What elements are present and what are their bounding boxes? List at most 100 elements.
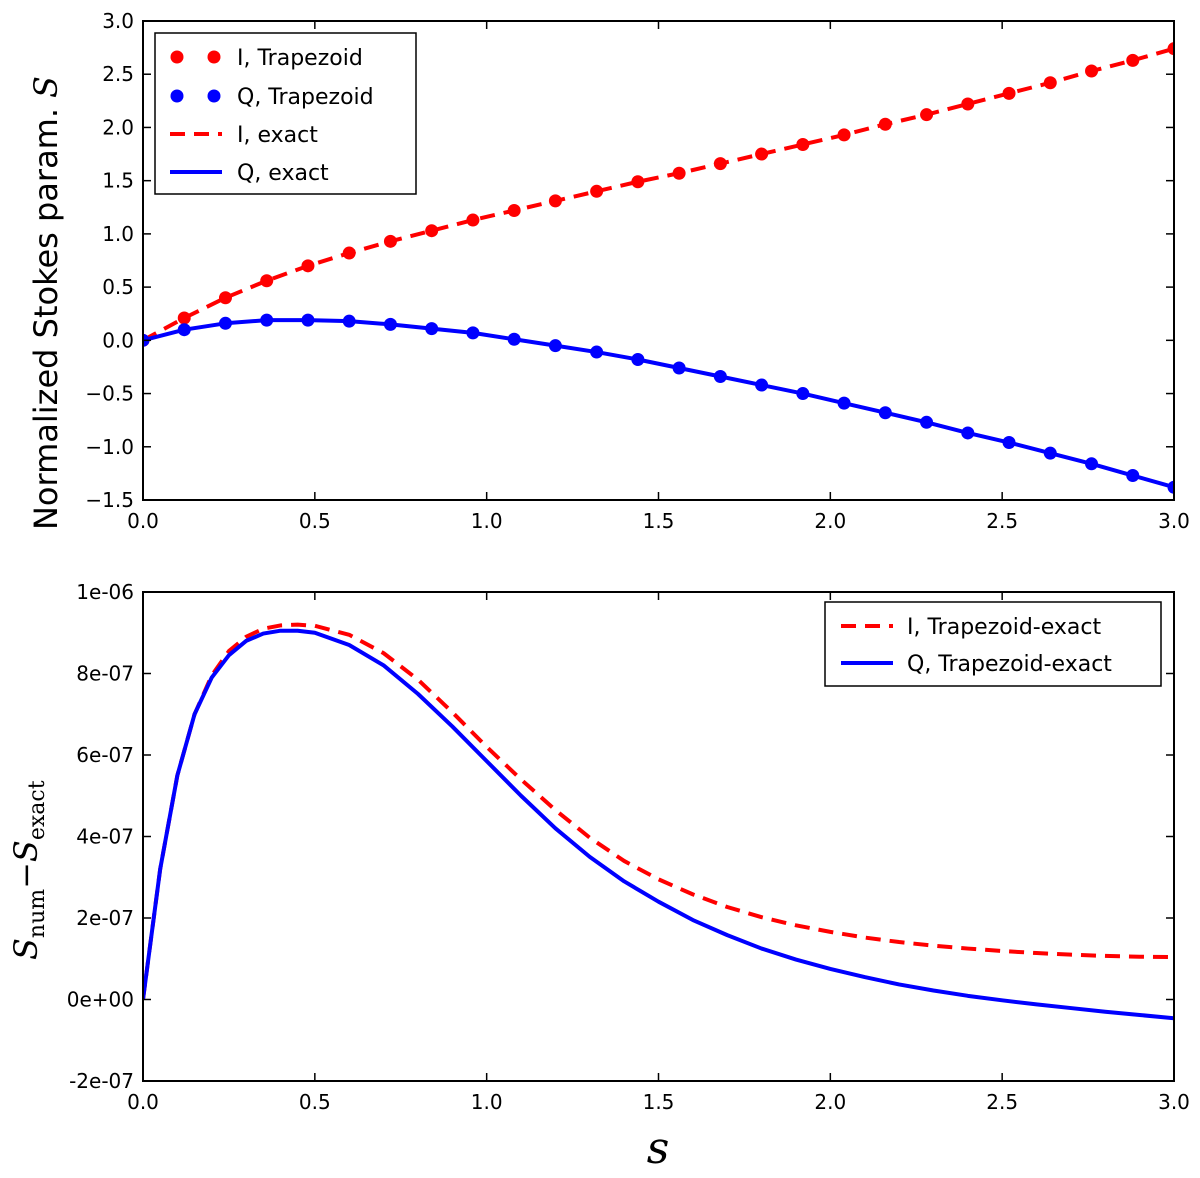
x-tick-label: 2.0 (814, 509, 846, 533)
data-point-top-0 (755, 147, 769, 161)
x-tick-label: 1.5 (643, 1090, 675, 1114)
x-tick-label: 0.0 (127, 1090, 159, 1114)
y-tick-label: 3.0 (102, 9, 134, 33)
legend-label: I, Trapezoid (237, 46, 363, 71)
x-tick-label: 0.0 (127, 509, 159, 533)
data-point-top-0 (466, 213, 480, 227)
series-group (143, 42, 1174, 494)
x-tick-label: 3.0 (1158, 509, 1190, 533)
x-tick-label: 2.0 (814, 1090, 846, 1114)
x-tick-label: 0.5 (299, 1090, 331, 1114)
data-point-top-1 (1167, 480, 1174, 494)
x-tick-label: 2.5 (986, 1090, 1018, 1114)
data-point-top-0 (878, 117, 892, 131)
data-point-top-0 (1085, 64, 1099, 78)
data-point-top-0 (1126, 53, 1140, 67)
data-point-top-1 (342, 314, 356, 328)
data-point-top-0 (425, 224, 439, 238)
y-tick-label: -2e-07 (69, 1069, 134, 1093)
top-plot: 0.0 0.5 1.0 1.5 2.0 2.5 3.0 −1.5 −1.0 −0.5 0.0 0.5 1… (27, 9, 1190, 533)
y-tick-label: 2.5 (102, 62, 134, 86)
data-point-top-0 (961, 97, 975, 111)
y-label-s2: S (7, 840, 45, 862)
y-tick-label: 0.0 (102, 328, 134, 352)
legend-label: Q, Trapezoid (237, 85, 374, 110)
data-point-top-1 (1085, 457, 1099, 471)
legend-label: Q, Trapezoid-exact (907, 652, 1112, 677)
data-point-top-0 (342, 246, 356, 260)
data-point-top-0 (920, 108, 934, 122)
y-label-minus: − (7, 862, 45, 889)
x-tick-label: 1.0 (471, 509, 503, 533)
legend-marker (170, 89, 184, 103)
data-point-top-1 (260, 313, 274, 327)
legend: I, Trapezoid Q, Trapezoid I, exact Q, exact (154, 32, 417, 195)
series-line-top-3 (143, 318, 1174, 490)
data-point-top-0 (177, 311, 191, 325)
x-tick-label: 3.0 (1158, 1090, 1190, 1114)
data-point-top-0 (631, 175, 645, 189)
legend-box (154, 32, 417, 195)
y-tick-label: 6e-07 (76, 743, 134, 767)
y-axis-label: Normalized Stokes param. S (27, 76, 65, 530)
data-point-top-1 (218, 316, 232, 330)
data-point-top-1 (548, 339, 562, 353)
x-tick-label: 0.5 (299, 509, 331, 533)
y-tick-label: −1.5 (85, 488, 134, 512)
data-point-top-0 (796, 137, 810, 151)
data-point-top-1 (590, 345, 604, 359)
y-tick-label: 2e-07 (76, 906, 134, 930)
series-group (143, 622, 1174, 1021)
data-point-top-0 (507, 203, 521, 217)
data-point-top-0 (672, 166, 686, 180)
data-point-top-1 (961, 426, 975, 440)
data-point-top-1 (177, 323, 191, 337)
y-label-sub-num: num (25, 889, 50, 938)
data-point-top-0 (1043, 76, 1057, 90)
data-point-top-1 (672, 361, 686, 375)
y-tick-label: 1.5 (102, 169, 134, 193)
series-line-top-2 (143, 46, 1174, 343)
data-point-top-1 (837, 396, 851, 410)
legend-marker (207, 89, 221, 103)
data-point-top-0 (260, 274, 274, 288)
data-point-top-1 (920, 415, 934, 429)
y-axis-label: Snum−Sexact (7, 780, 50, 960)
x-tick-label: 2.5 (986, 509, 1018, 533)
x-axis-label: s (647, 1123, 670, 1174)
data-point-top-0 (713, 157, 727, 171)
bottom-plot: 0.0 0.5 1.0 1.5 2.0 2.5 3.0 -2e-07 0e+00 2e-07 4e-… (7, 580, 1190, 1174)
series-line-bottom-0 (143, 622, 1174, 1000)
legend-box (824, 601, 1162, 687)
legend-label: Q, exact (237, 161, 329, 186)
data-point-top-1 (383, 317, 397, 331)
data-point-top-1 (631, 352, 645, 366)
y-tick-label: 0.5 (102, 275, 134, 299)
legend: I, Trapezoid-exact Q, Trapezoid-exact (824, 601, 1162, 687)
data-point-top-0 (218, 291, 232, 305)
data-point-top-0 (590, 184, 604, 198)
data-point-top-1 (713, 370, 727, 384)
data-point-top-0 (548, 194, 562, 208)
legend-marker (207, 50, 221, 64)
series-line-bottom-1 (143, 628, 1174, 1021)
data-point-top-1 (507, 332, 521, 346)
legend-label: I, exact (237, 123, 318, 148)
data-point-top-1 (466, 326, 480, 340)
y-axis-label-text: Normalized Stokes param. (27, 108, 65, 530)
y-tick-label: 0e+00 (67, 988, 134, 1012)
data-point-top-1 (1126, 469, 1140, 483)
data-point-top-1 (425, 322, 439, 336)
y-tick-label: 1.0 (102, 222, 134, 246)
legend-label: I, Trapezoid-exact (907, 615, 1101, 640)
y-tick-label: −0.5 (85, 382, 134, 406)
data-point-top-1 (878, 406, 892, 420)
y-tick-label: 4e-07 (76, 825, 134, 849)
y-tick-label: 1e-06 (76, 580, 134, 604)
data-point-top-1 (301, 313, 315, 327)
legend-marker (170, 50, 184, 64)
data-point-top-1 (796, 387, 810, 401)
data-point-top-0 (301, 259, 315, 273)
data-point-top-1 (1002, 436, 1016, 450)
